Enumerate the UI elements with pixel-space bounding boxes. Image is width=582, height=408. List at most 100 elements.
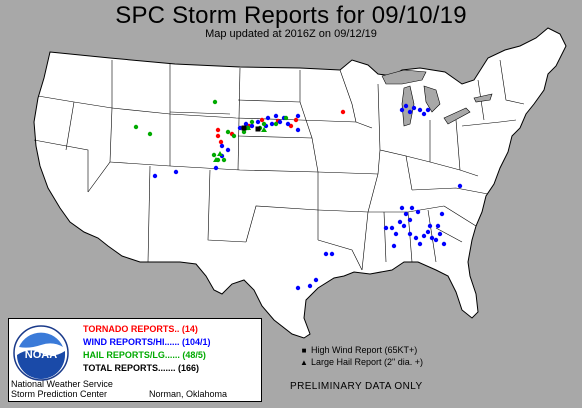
wind-report-dot [421,233,427,239]
lake-erie [443,107,471,125]
wind-report-dot [425,229,431,235]
large-hail-report-triangle [213,157,219,162]
hail-report-dot [221,157,227,163]
hail-report-dot [225,129,231,135]
wind-report-dot [255,119,261,125]
wind-report-dot [457,183,463,189]
state-borders [33,59,525,271]
key-large-hail-label: Large Hail Report (2" dia. +) [311,357,423,367]
wind-report-dot [225,147,231,153]
wind-report-dot [399,107,405,113]
wind-report-dot [427,223,433,229]
wind-report-dot [269,121,275,127]
wind-report-dot [411,105,417,111]
high-wind-report-square [255,126,261,132]
key-high-wind-label: High Wind Report (65KT+) [311,345,418,355]
wind-report-dot [273,113,279,119]
lake-huron [423,85,441,113]
wind-report-dot [329,251,335,257]
tornado-report-markers [215,109,346,145]
wind-report-dot [407,231,413,237]
tornado-report-dot [259,117,265,123]
wind-report-dot [219,143,225,149]
high-wind-report-markers [241,125,261,132]
wind-report-dot [295,285,301,291]
hail-report-dot [249,119,255,125]
wind-report-dot [237,125,243,131]
hail-report-dot [261,121,267,127]
wind-report-dot [409,205,415,211]
wind-report-dot [265,115,271,121]
wind-report-dot [243,121,249,127]
legend-hail: HAIL REPORTS/LG...... (48/5) [83,350,206,360]
noaa-logo: NOAA [13,325,69,381]
wind-report-dot [439,211,445,217]
credit-nws: National Weather Service [11,379,113,389]
legend-total: TOTAL REPORTS....... (166) [83,363,200,373]
key-large-hail: ▲ Large Hail Report (2" dia. +) [300,356,423,368]
wind-report-dot [391,243,397,249]
legend-tornado: TORNADO REPORTS.. (14) [83,324,198,334]
legend-wind: WIND REPORTS/HI...... (104/1) [83,337,211,347]
hail-report-dot [283,115,289,121]
wind-report-dot [433,237,439,243]
wind-report-dot [421,111,427,117]
wind-report-dot [403,103,409,109]
map-updated-time: Map updated at 2016Z on 09/12/19 [205,28,377,40]
symbol-key: ■ High Wind Report (65KT+) ▲ Large Hail Re… [300,344,423,368]
wind-report-dot [417,241,423,247]
wind-report-dot [401,223,407,229]
noaa-logo-text: NOAA [25,349,57,361]
hail-report-dot [212,99,218,105]
hail-report-dot [273,121,279,127]
wind-report-dot [397,219,403,225]
wind-report-dot [393,231,399,237]
tornado-report-dot [218,139,224,145]
wind-report-dot [307,283,313,289]
wind-report-dot [285,121,291,127]
preliminary-notice: PRELIMINARY DATA ONLY [290,381,423,392]
hail-report-dot [211,152,217,158]
wind-report-dot [323,251,329,257]
lake-superior [381,69,427,85]
lake-ontario [473,93,493,103]
wind-report-dot [152,173,158,179]
wind-report-dot [295,127,301,133]
tornado-report-dot [340,109,346,115]
black-triangle-icon: ▲ [300,358,308,367]
wind-report-dot [435,223,441,229]
wind-report-dot [407,217,413,223]
wind-report-dot [425,107,431,113]
wind-report-dot [415,209,421,215]
wind-report-dot [213,165,219,171]
wind-report-dot [437,231,443,237]
tornado-report-dot [215,133,221,139]
wind-report-dot [403,211,409,217]
hail-report-dot [133,124,139,130]
wind-report-dot [249,123,255,129]
wind-report-dot [429,235,435,241]
wind-report-dot [441,241,447,247]
hail-report-markers [133,99,289,163]
tornado-report-dot [293,117,299,123]
hail-report-dot [241,129,247,135]
credit-location: Norman, Oklahoma [149,389,228,399]
credit-spc: Storm Prediction Center [11,389,108,399]
wind-report-dot [383,225,389,231]
map-title: SPC Storm Reports for 09/10/19 [115,2,467,29]
report-legend: NOAA TORNADO REPORTS.. (14) WIND REPORTS… [8,318,262,402]
high-wind-report-square [241,125,247,131]
hail-report-dot [231,133,237,139]
wind-report-dot [389,225,395,231]
wind-report-dot [417,107,423,113]
wind-report-dot [399,205,405,211]
tornado-report-dot [215,127,221,133]
key-high-wind: ■ High Wind Report (65KT+) [300,344,423,356]
hail-report-dot [147,131,153,137]
wind-report-dot [277,119,283,125]
wind-report-dot [173,169,179,175]
wind-report-dot [295,113,301,119]
wind-report-dot [413,235,419,241]
large-hail-report-triangle [217,151,223,156]
wind-report-dot [407,109,413,115]
